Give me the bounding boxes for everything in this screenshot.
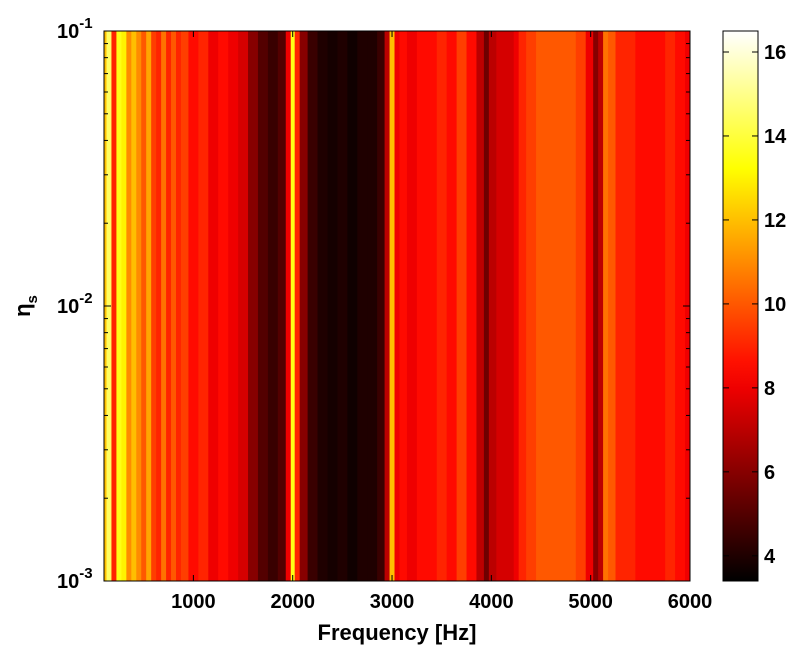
heatmap-cell xyxy=(655,31,666,581)
colorbar-tick-label: 8 xyxy=(764,378,775,400)
heatmap-cell xyxy=(598,31,604,581)
heatmap-cell xyxy=(171,31,177,581)
colorbar-tick-label: 14 xyxy=(764,126,787,148)
heatmap-cell xyxy=(476,31,485,581)
colorbar xyxy=(722,30,759,582)
heatmap-cell xyxy=(483,31,490,581)
heatmap-cell xyxy=(665,31,676,581)
heatmap-cell xyxy=(277,31,287,581)
heatmap-cell xyxy=(466,31,478,581)
heatmap-cell xyxy=(506,31,515,581)
x-tick-label: 2000 xyxy=(270,591,315,613)
heatmap-cell xyxy=(608,31,617,581)
heatmap-cell xyxy=(156,31,162,581)
y-tick-label: 10-1 xyxy=(57,15,93,43)
heatmap-cell xyxy=(126,31,133,581)
heatmap-cell xyxy=(416,31,428,581)
heatmap-cell xyxy=(248,31,259,581)
heatmap-cell xyxy=(575,31,587,581)
heatmap-cell xyxy=(317,31,329,581)
heatmap-cell xyxy=(635,31,647,581)
heatmap-cell xyxy=(208,31,220,581)
heatmap-cell xyxy=(166,31,172,581)
colorbar-axis: 4 6 8 10 12 14 16 xyxy=(723,42,787,568)
heatmap-cell xyxy=(565,31,577,581)
heatmap-cell xyxy=(399,31,408,581)
heatmap-cell xyxy=(367,31,378,581)
heatmap-cell xyxy=(218,31,229,581)
x-tick-label: 3000 xyxy=(370,591,415,613)
colorbar-tick-label: 4 xyxy=(764,546,776,568)
heatmap-cell xyxy=(146,31,152,581)
x-tick-label: 5000 xyxy=(568,591,613,613)
heatmap-cell xyxy=(603,31,609,581)
heatmap-cell xyxy=(615,31,627,581)
y-axis-title: ηs xyxy=(10,295,41,317)
heatmap-cell xyxy=(357,31,369,581)
heatmap-cell xyxy=(456,31,468,581)
colorbar-tick-label: 16 xyxy=(764,42,786,64)
heatmap-cell xyxy=(526,31,537,581)
heatmap-cell xyxy=(377,31,386,581)
heatmap-cell xyxy=(555,31,567,581)
heatmap-cell xyxy=(337,31,349,581)
heatmap-cell xyxy=(327,31,339,581)
heatmap-cell xyxy=(111,31,118,581)
heatmap-plot-area xyxy=(104,31,690,581)
heatmap-cell xyxy=(496,31,508,581)
y-axis: 10-3 10-2 10-1 xyxy=(57,15,690,593)
heatmap-cell xyxy=(257,31,269,581)
heatmap-cell xyxy=(406,31,418,581)
heatmap-cell xyxy=(121,31,128,581)
heatmap-cell xyxy=(585,31,594,581)
heatmap-cell xyxy=(290,31,296,581)
heatmap-cell xyxy=(161,31,167,581)
heatmap-cell xyxy=(188,31,200,581)
heatmap-cell xyxy=(513,31,520,581)
heatmap-cell xyxy=(488,31,498,581)
y-tick-label: 10-2 xyxy=(57,290,93,318)
heatmap-cell xyxy=(198,31,210,581)
heatmap-cell xyxy=(436,31,448,581)
colorbar-tick-label: 12 xyxy=(764,210,786,232)
heatmap-cell xyxy=(238,31,249,581)
heatmap-cell xyxy=(384,31,391,581)
heatmap-cell xyxy=(426,31,438,581)
heatmap-cell xyxy=(299,31,309,581)
heatmap-cell xyxy=(536,31,547,581)
heatmap-cell xyxy=(545,31,557,581)
heatmap-cell xyxy=(116,31,123,581)
heatmap-cell xyxy=(446,31,458,581)
heatmap-cell xyxy=(675,31,686,581)
x-tick-label: 1000 xyxy=(171,591,216,613)
heatmap-cell xyxy=(141,31,148,581)
heatmap-cell xyxy=(151,31,157,581)
heatmap-cell xyxy=(307,31,319,581)
heatmap-cell xyxy=(180,31,190,581)
heatmap-cell xyxy=(625,31,637,581)
heatmap-cell xyxy=(131,31,138,581)
heatmap-cell xyxy=(285,31,292,581)
x-axis: 1000 2000 3000 4000 5000 6000 xyxy=(171,31,712,613)
heatmap-cell xyxy=(518,31,527,581)
heatmap-cell xyxy=(394,31,401,581)
heatmap-cell xyxy=(294,31,301,581)
heatmap-cell xyxy=(136,31,143,581)
heatmap-cell xyxy=(347,31,359,581)
colorbar-tick-label: 6 xyxy=(764,462,775,484)
x-axis-title: Frequency [Hz] xyxy=(318,620,477,645)
heatmap-cell xyxy=(228,31,239,581)
y-tick-label: 10-3 xyxy=(57,565,93,593)
heatmap-cell xyxy=(593,31,599,581)
heatmap-cell xyxy=(645,31,657,581)
x-tick-label: 4000 xyxy=(469,591,514,613)
heatmap-cell xyxy=(176,31,182,581)
heatmap-cell xyxy=(389,31,396,581)
heatmap-cell xyxy=(267,31,279,581)
x-tick-label: 6000 xyxy=(668,591,713,613)
colorbar-tick-label: 10 xyxy=(764,294,786,316)
